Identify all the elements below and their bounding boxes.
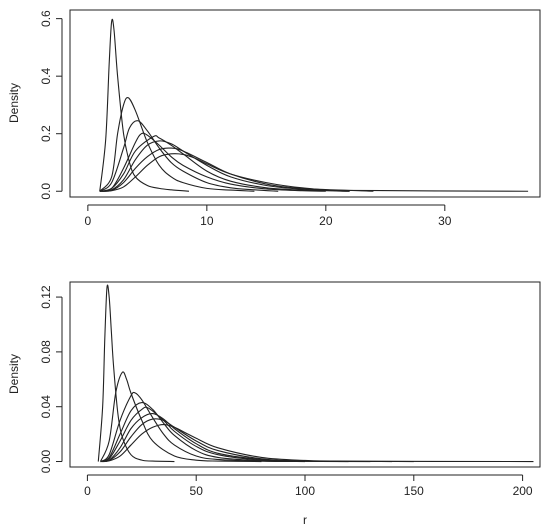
density-curve-3 [100, 391, 306, 463]
y-axis-title: Density [7, 354, 21, 394]
density-curve-5 [99, 135, 350, 192]
x-tick-label: 150 [404, 484, 424, 498]
y-axis: 0.0 0.2 0.4 0.6 [39, 10, 63, 200]
density-curve-7 [100, 418, 414, 463]
density-curve-1 [97, 284, 175, 463]
density-curve-8 [100, 423, 534, 463]
y-axis-title: Density [7, 83, 21, 123]
y-tick-label: 0.4 [39, 68, 53, 85]
y-tick-label: 0.12 [39, 285, 53, 309]
density-curve-3 [99, 120, 279, 192]
x-axis: 0 50 100 150 200 [84, 474, 533, 498]
x-tick-label: 100 [295, 484, 315, 498]
series-layer [99, 18, 529, 192]
density-curve-2 [99, 371, 262, 463]
y-tick-label: 0.6 [39, 10, 53, 27]
y-axis: 0.00 0.04 0.08 0.12 [39, 285, 63, 474]
density-curve-1 [99, 18, 190, 192]
y-tick-label: 0.00 [39, 450, 53, 474]
density-curve-6 [99, 140, 350, 192]
x-axis-title: r [303, 513, 307, 527]
density-curve-8 [99, 153, 529, 192]
y-tick-label: 0.0 [39, 183, 53, 200]
density-plot-bottom: 0 50 100 150 200 0.00 0.04 0.08 0.12 Density r [7, 281, 541, 527]
x-tick-label: 0 [85, 214, 92, 228]
y-tick-label: 0.04 [39, 395, 53, 419]
x-tick-label: 30 [438, 214, 452, 228]
plot-frame [69, 281, 541, 468]
plot-frame [69, 9, 541, 198]
series-layer [97, 284, 534, 463]
density-curve-2 [99, 96, 255, 192]
density-plot-top: 0 10 20 30 0.0 0.2 0.4 0.6 Density [7, 9, 541, 228]
x-tick-label: 20 [319, 214, 333, 228]
x-tick-label: 50 [190, 484, 204, 498]
density-curve-7 [99, 147, 374, 192]
x-tick-label: 0 [84, 484, 91, 498]
y-tick-label: 0.2 [39, 125, 53, 142]
x-tick-label: 10 [200, 214, 214, 228]
density-curve-4 [99, 132, 326, 192]
y-tick-label: 0.08 [39, 340, 53, 364]
x-axis: 0 10 20 30 [85, 204, 452, 228]
density-curve-4 [100, 402, 349, 463]
x-tick-label: 200 [513, 484, 533, 498]
density-curve-6 [100, 413, 393, 463]
